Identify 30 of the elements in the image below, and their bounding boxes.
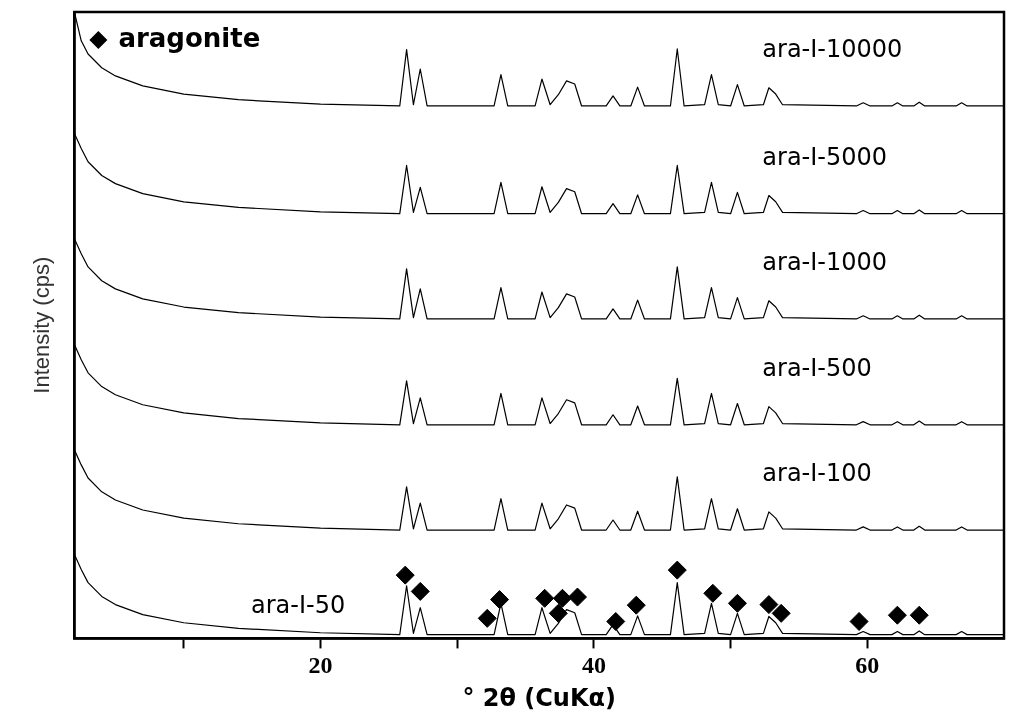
point	[490, 590, 510, 610]
series-label: ara-I-5000	[762, 142, 888, 171]
series-label: ara-I-50	[251, 590, 346, 619]
point	[477, 608, 497, 628]
point	[759, 595, 779, 615]
point	[548, 603, 568, 623]
x-tick-label: 40	[581, 652, 606, 678]
series-label: ara-I-10000	[762, 35, 903, 64]
x-tick-label: 60	[855, 652, 880, 678]
x-axis-title: ° 2θ (CuKα)	[462, 683, 617, 712]
point	[849, 611, 869, 631]
legend-label: aragonite	[118, 22, 261, 53]
point	[626, 595, 646, 615]
point	[395, 565, 415, 585]
point	[887, 605, 907, 625]
point	[535, 588, 555, 608]
series-label: ara-I-1000	[762, 248, 888, 277]
series-label: ara-I-100	[762, 459, 872, 488]
point	[667, 560, 687, 580]
x-tick-label: 20	[308, 652, 333, 678]
y-axis-title: Intensity (cps)	[29, 256, 55, 394]
point	[552, 588, 572, 608]
point	[410, 581, 430, 601]
point	[771, 603, 791, 623]
point	[727, 593, 747, 613]
series-label: ara-I-500	[762, 354, 872, 383]
point	[703, 583, 723, 603]
point	[909, 605, 929, 625]
point	[606, 611, 626, 631]
point	[567, 587, 587, 607]
